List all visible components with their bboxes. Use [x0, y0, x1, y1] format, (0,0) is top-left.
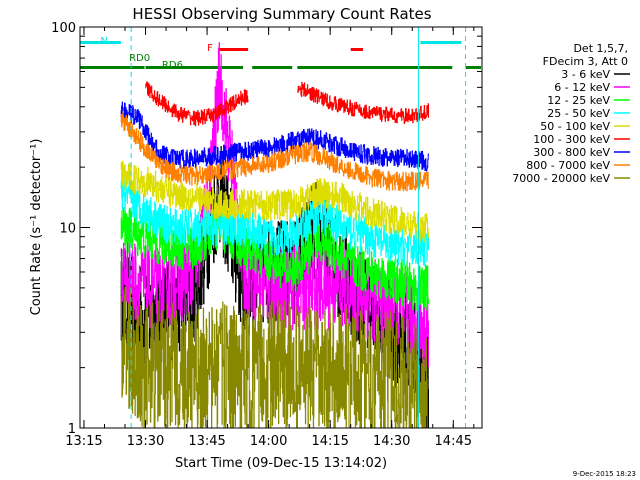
- timestamp: 9-Dec-2015 18:23: [573, 470, 636, 478]
- saa-bar-1: [420, 41, 462, 44]
- axes: 13:15 13:30 13:45 14:00 14:15 14:30 14:45 1 10 10…: [51, 21, 482, 449]
- series-trace-2: [120, 207, 429, 311]
- legend-label-4: 50 - 100 keV: [540, 120, 610, 133]
- legend-label-2: 12 - 25 keV: [547, 94, 610, 107]
- status-bars: [80, 41, 481, 69]
- series-12-25keV: [120, 207, 429, 311]
- y-axis-label: Count Rate (s⁻¹ detector⁻¹): [29, 139, 44, 316]
- x-tick-label-3: 14:00: [250, 434, 287, 449]
- decim-bar-1: [145, 66, 244, 69]
- annotations: N RD0 RD6 F: [100, 36, 213, 71]
- legend-label-3: 25 - 50 keV: [547, 107, 610, 120]
- x-tick-label-1: 13:30: [127, 434, 164, 449]
- series-25-50keV: [120, 176, 429, 267]
- x-tick-label-4: 14:15: [311, 434, 348, 449]
- annotation-3: F: [207, 43, 213, 54]
- flare-bar-1: [350, 48, 364, 51]
- series-trace-7: [120, 110, 429, 192]
- flare-bar-0: [219, 48, 249, 51]
- y-tick-label-2: 100: [51, 21, 76, 36]
- series-100-300keV: [145, 81, 429, 127]
- decim-bar-4: [465, 66, 481, 69]
- chart-title: HESSI Observing Summary Count Rates: [132, 5, 431, 23]
- series-7000-20000keV: [120, 286, 429, 429]
- annotation-2: RD6: [162, 60, 183, 71]
- x-tick-label-5: 14:30: [373, 434, 410, 449]
- x-tick-label-2: 13:45: [188, 434, 225, 449]
- series-50-100keV: [120, 160, 429, 243]
- legend-header-0: Det 1,5,7,: [573, 42, 628, 55]
- legend-label-6: 300 - 800 keV: [533, 146, 610, 159]
- legend-label-8: 7000 - 20000 keV: [512, 172, 610, 185]
- legend-label-5: 100 - 300 keV: [533, 133, 610, 146]
- decim-bar-3: [297, 66, 453, 69]
- annotation-1: RD0: [129, 53, 150, 64]
- annotation-0: N: [100, 36, 107, 47]
- series-trace-8: [120, 286, 429, 429]
- series-trace-4: [120, 160, 429, 243]
- x-tick-label-6: 14:45: [435, 434, 472, 449]
- legend-label-1: 6 - 12 keV: [554, 81, 610, 94]
- legend-label-0: 3 - 6 keV: [561, 68, 610, 81]
- series-trace-3: [120, 176, 429, 267]
- series-trace-5: [145, 81, 429, 127]
- series-lines: [120, 42, 429, 429]
- x-axis-label: Start Time (09-Dec-15 13:14:02): [175, 456, 387, 471]
- y-tick-label-0: 1: [68, 422, 76, 437]
- y-tick-label-1: 10: [59, 222, 76, 237]
- decim-bar-0: [80, 66, 145, 69]
- legend-label-7: 800 - 7000 keV: [526, 159, 610, 172]
- decim-bar-2: [252, 66, 293, 69]
- x-tick-label-0: 13:15: [65, 434, 102, 449]
- saa-bar-0: [80, 41, 121, 44]
- series-800-7000keV: [120, 110, 429, 192]
- legend-header-1: FDecim 3, Att 0: [543, 55, 628, 68]
